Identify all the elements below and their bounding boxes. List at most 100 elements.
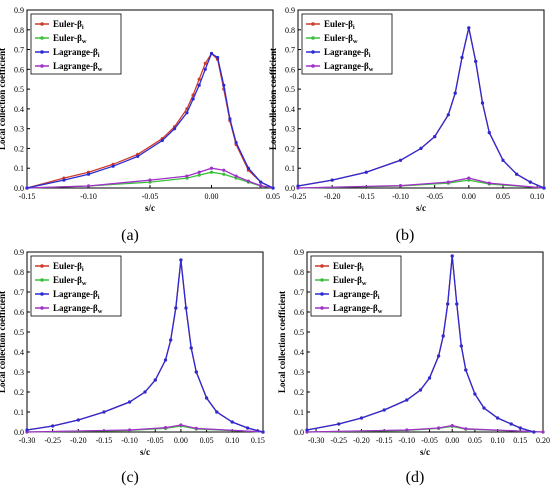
y-tick-label: 0.5 (285, 85, 295, 94)
data-point-lagr_i (398, 158, 403, 162)
y-tick-label: 0.4 (285, 105, 295, 114)
data-point-euler_i (203, 61, 207, 65)
series-line-lagr_w (26, 424, 264, 433)
data-point-lagr_w (194, 426, 198, 430)
legend-marker-euler_i (40, 264, 44, 268)
x-tick-label: -0.30 (308, 436, 325, 445)
data-point-lagr_i (464, 368, 468, 372)
data-point-lagr_i (102, 410, 106, 414)
data-point-lagr_w (148, 178, 152, 182)
x-tick-label: 0.10 (225, 436, 239, 445)
y-tick-label: 0.7 (285, 46, 295, 55)
data-point-lagr_i (76, 418, 80, 422)
data-point-lagr_i (501, 158, 505, 162)
data-point-lagr_i (194, 370, 198, 374)
y-tick-label: 0.4 (14, 348, 24, 357)
y-axis-label: Local collection coefficient (268, 48, 278, 150)
y-tick-label: 0.6 (294, 308, 304, 317)
data-point-lagr_i (330, 178, 334, 182)
y-tick-label: 0.0 (294, 428, 304, 437)
data-point-lagr_w (197, 170, 201, 174)
x-tick-label: 0.05 (200, 436, 214, 445)
data-point-euler_w (222, 172, 226, 176)
data-point-lagr_i (230, 420, 234, 424)
x-tick-label: -0.10 (392, 192, 409, 201)
data-point-lagr_i (496, 416, 500, 420)
y-tick-label: 0.5 (14, 328, 24, 337)
data-point-lagr_i (184, 306, 188, 310)
x-axis-label: s/c (140, 447, 150, 457)
y-tick-label: 0.9 (294, 248, 304, 257)
y-tick-label: 0.4 (14, 105, 24, 114)
plot-frame (26, 251, 264, 433)
data-point-lagr_w (259, 184, 263, 188)
data-point-lagr_i (86, 172, 91, 176)
x-axis-label: s/c (145, 203, 155, 213)
data-point-lagr_i (474, 59, 478, 64)
data-point-lagr_i (259, 180, 263, 184)
data-point-lagr_i (441, 334, 445, 338)
data-point-lagr_w (222, 168, 226, 172)
data-point-lagr_i (111, 164, 115, 168)
y-tick-label: 0.9 (14, 248, 24, 257)
legend-label-lagr_w: Lagrange-βw (333, 303, 383, 315)
y-tick-label: 0.3 (14, 125, 24, 134)
legend-marker-lagr_w (320, 306, 324, 310)
legend: Euler-βi Euler-βw Lagrange-βi Lagrange-βw (310, 255, 402, 317)
data-point-lagr_i (455, 302, 459, 306)
data-point-lagr_i (174, 306, 178, 310)
data-point-lagr_w (464, 427, 468, 431)
plot-frame (297, 9, 545, 189)
data-point-lagr_i (509, 422, 513, 426)
data-point-lagr_w (128, 428, 132, 432)
legend-marker-lagr_w (40, 306, 44, 310)
y-tick-label: 0.1 (294, 408, 304, 417)
data-point-lagr_i (459, 344, 463, 348)
legend-marker-euler_i (320, 264, 324, 268)
data-point-lagr_i (382, 408, 386, 412)
data-point-lagr_i (473, 392, 477, 396)
x-axis-label: s/c (416, 203, 426, 213)
y-tick-label: 0.7 (294, 288, 304, 297)
data-point-lagr_i (487, 131, 491, 135)
data-point-lagr_i (246, 426, 250, 430)
data-point-lagr_w (487, 181, 491, 185)
plot-frame (306, 251, 544, 433)
data-point-lagr_i (518, 426, 522, 430)
y-tick-label: 0.6 (285, 65, 295, 74)
data-point-lagr_i (128, 400, 132, 404)
legend-marker-lagr_i (311, 50, 315, 54)
y-tick-label: 0.1 (285, 164, 295, 173)
x-tick-label: -0.05 (421, 436, 438, 445)
x-tick-label: -0.25 (44, 436, 61, 445)
legend-label-euler_i: Euler-βi (53, 19, 84, 31)
legend-marker-lagr_i (40, 292, 44, 296)
y-tick-label: 0.8 (294, 268, 304, 277)
data-point-lagr_i (234, 140, 238, 145)
y-tick-label: 0.8 (14, 268, 24, 277)
x-tick-label: -0.15 (19, 192, 36, 201)
data-point-euler_w (197, 173, 201, 177)
data-point-lagr_w (234, 174, 238, 178)
data-point-lagr_w (467, 176, 471, 180)
x-tick-label: -0.25 (290, 192, 307, 201)
data-point-lagr_w (541, 430, 545, 434)
y-axis-label: Local collection coefficient (0, 291, 7, 393)
legend-label-lagr_w: Lagrange-βw (324, 61, 374, 73)
y-tick-label: 0.3 (14, 368, 24, 377)
y-tick-label: 0.5 (14, 85, 24, 94)
legend-label-euler_w: Euler-βw (53, 33, 87, 45)
data-point-lagr_i (427, 376, 432, 380)
y-tick-label: 0.3 (285, 125, 295, 134)
legend-marker-lagr_w (40, 64, 44, 68)
x-tick-label: -0.25 (330, 436, 347, 445)
data-point-lagr_w (398, 184, 403, 188)
y-tick-label: 0.8 (285, 26, 295, 35)
legend: Euler-βi Euler-βw Lagrange-βi Lagrange-βw (301, 13, 393, 75)
x-tick-label: -0.20 (70, 436, 87, 445)
data-point-lagr_i (246, 166, 250, 170)
chart-panel-4: 0.0 0.1 0.2 0.3 0.4 0.5 0.6 0.7 0.8 0.9 -0.30 -0.25… (277, 248, 550, 486)
legend-marker-euler_w (320, 278, 324, 282)
legend-marker-euler_w (40, 36, 44, 40)
